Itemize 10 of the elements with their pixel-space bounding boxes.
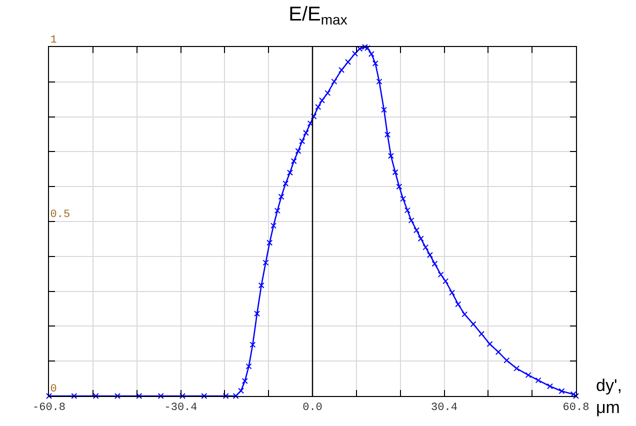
y-tick-label: 0 — [50, 384, 57, 396]
x-tick-label: -30.4 — [164, 402, 198, 414]
x-tick-label: -60.8 — [32, 402, 66, 414]
x-tick-label: 30.4 — [431, 402, 458, 414]
chart-title: E/E$_{max}$ — [288, 3, 348, 28]
y-tick-label: 0.5 — [50, 209, 70, 222]
y-tick-label: 1 — [50, 34, 58, 47]
x-tick-label: 0.0 — [302, 402, 322, 414]
x-tick-label: 60.8 — [562, 402, 590, 414]
x-axis-title: dy', μm — [596, 376, 622, 418]
